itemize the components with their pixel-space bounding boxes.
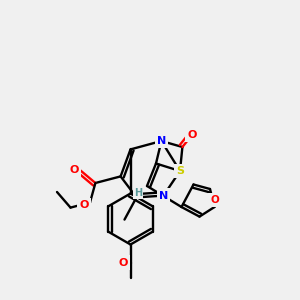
Text: S: S: [176, 166, 184, 176]
Text: O: O: [187, 130, 197, 140]
Text: O: O: [210, 195, 219, 206]
Text: N: N: [157, 136, 166, 146]
Text: O: O: [118, 257, 128, 268]
Text: H: H: [134, 188, 142, 198]
Text: O: O: [69, 165, 79, 176]
Text: O: O: [79, 200, 89, 211]
Text: N: N: [159, 190, 168, 201]
